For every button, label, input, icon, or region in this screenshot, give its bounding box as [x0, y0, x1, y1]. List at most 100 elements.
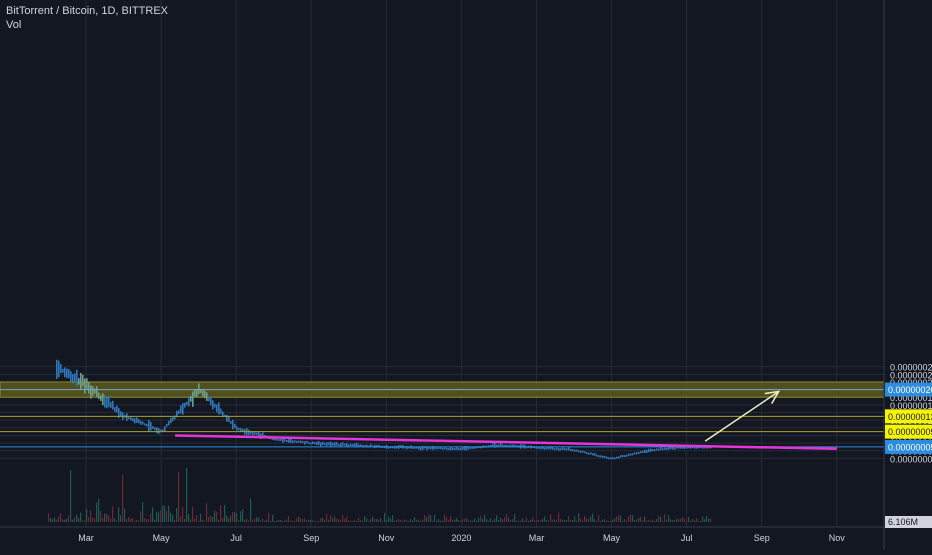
candle [238, 428, 240, 431]
volume-bar [154, 519, 156, 522]
grid [0, 0, 884, 527]
volume-bar [60, 513, 62, 522]
volume-bar [564, 520, 566, 522]
volume-bar [416, 520, 418, 522]
volume-bar [166, 510, 168, 522]
candle [150, 421, 152, 431]
candle [306, 440, 308, 444]
candle [206, 392, 208, 402]
drawings[interactable] [175, 390, 837, 451]
candle [194, 388, 196, 397]
x-tick-label: Sep [754, 533, 770, 543]
volume-bar [256, 517, 258, 522]
candle [324, 443, 326, 446]
candle [326, 442, 328, 446]
candle [318, 441, 320, 445]
candle [594, 453, 596, 456]
volume-bar [140, 511, 142, 522]
candle [196, 389, 198, 398]
candle [136, 417, 138, 423]
candle [550, 446, 552, 450]
volume-bar [616, 516, 618, 522]
candle [458, 447, 460, 451]
candle [252, 431, 254, 436]
candle [322, 441, 324, 446]
candle [108, 396, 110, 407]
volume-bar [516, 520, 518, 522]
candle [408, 446, 410, 449]
candle [62, 368, 64, 373]
volume-bar [72, 519, 74, 522]
candle [106, 397, 108, 409]
volume-bar [524, 520, 526, 522]
target-arrow-head[interactable] [764, 390, 781, 404]
volume-bar [640, 516, 642, 522]
volume-bar [388, 516, 390, 522]
candle [348, 444, 350, 447]
candle [152, 426, 154, 429]
candle [166, 423, 168, 427]
volume-bar [542, 519, 544, 522]
volume-bar [192, 506, 194, 522]
volume-bar [510, 519, 512, 522]
trendline[interactable] [175, 434, 837, 451]
candle [214, 403, 216, 408]
candle [494, 442, 496, 448]
candle [320, 442, 322, 447]
candle [60, 363, 62, 374]
volume-bar [260, 520, 262, 522]
volume-bar [124, 508, 126, 522]
candle [208, 397, 210, 402]
volume-bar [568, 516, 570, 522]
volume-bar [506, 513, 508, 522]
candle [500, 442, 502, 447]
candle [56, 359, 58, 379]
volume-bar [662, 520, 664, 522]
candle [656, 448, 658, 451]
volume-bar [156, 511, 158, 522]
volume-bar [596, 520, 598, 522]
volume-bar [222, 517, 224, 522]
volume-bar [382, 520, 384, 522]
volume-bar [264, 520, 266, 522]
candle [358, 444, 360, 447]
volume-bar [206, 503, 208, 522]
volume-bar [414, 517, 416, 522]
candle [560, 448, 562, 451]
candle [512, 444, 514, 447]
candle [228, 415, 230, 422]
candle [378, 444, 380, 448]
candle [648, 448, 650, 453]
candle [508, 445, 510, 448]
candle [198, 383, 200, 395]
x-tick-label: Nov [829, 533, 846, 543]
candle [456, 446, 458, 450]
volume-bar [638, 517, 640, 522]
candle [290, 438, 292, 443]
volume-bar [92, 517, 94, 522]
candle [472, 446, 474, 449]
volume-bar [258, 517, 260, 522]
volume-bar [706, 515, 708, 522]
candle [312, 441, 314, 445]
volume-bar [654, 520, 656, 522]
volume-bar [538, 520, 540, 522]
volume-bar [574, 516, 576, 522]
target-arrow-line[interactable] [704, 390, 780, 442]
volume-bar [560, 518, 562, 522]
volume-bar [116, 520, 118, 522]
volume-bar [292, 520, 294, 522]
candle [110, 402, 112, 408]
candle [350, 443, 352, 447]
volume-bar [676, 518, 678, 522]
candle [420, 446, 422, 451]
candle [204, 390, 206, 399]
candle [652, 449, 654, 452]
volume-bar [482, 519, 484, 522]
candle [314, 442, 316, 445]
volume-bar [474, 518, 476, 522]
volume-bar [420, 520, 422, 522]
candle [460, 448, 462, 451]
